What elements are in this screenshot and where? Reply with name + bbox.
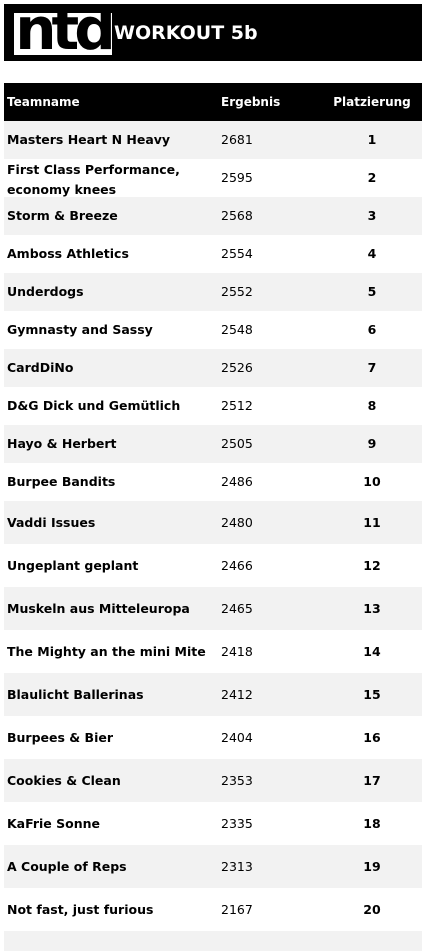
- cell-ergebnis: 2486: [221, 474, 253, 489]
- column-header-ergebnis: Ergebnis: [221, 95, 281, 109]
- cell-ergebnis: 2512: [221, 398, 253, 413]
- cell-platzierung: 18: [363, 815, 381, 831]
- table-row: Cookies & Clean 2353 17: [4, 759, 422, 802]
- cell-teamname: Burpees & Bier: [7, 729, 113, 745]
- cell-ergebnis: 2595: [221, 170, 253, 185]
- table-row: Hayo & Herbert 2505 9: [4, 425, 422, 463]
- table-body: Masters Heart N Heavy 2681 1 First Class Pe…: [4, 121, 422, 951]
- cell-teamname: Not fast, just furious: [7, 901, 154, 917]
- page-title: WORKOUT 5b: [114, 22, 258, 44]
- cell-platzierung: 19: [363, 858, 381, 874]
- cell-ergebnis: 2412: [221, 686, 253, 702]
- cell-teamname: Amboss Athletics: [7, 246, 129, 261]
- cell-ergebnis: 2335: [221, 815, 253, 831]
- table-row: Burpee Bandits 2486 10: [4, 463, 422, 501]
- logo-text: ntd: [15, 0, 116, 63]
- cell-platzierung: 6: [367, 322, 377, 337]
- cell-ergebnis: 2167: [221, 901, 253, 917]
- table-row: Muskeln aus Mitteleuropa 2465 13: [4, 587, 422, 630]
- cell-ergebnis: 2480: [221, 514, 253, 530]
- cell-ergebnis: 2554: [221, 246, 253, 261]
- cell-ergebnis: 2404: [221, 729, 253, 745]
- cell-platzierung: 3: [367, 208, 377, 223]
- table-row: KaFrie Sonne 2335 18: [4, 802, 422, 845]
- table-row: A Couple of Reps 2313 19: [4, 845, 422, 888]
- cell-teamname: The Mighty an the mini Mite: [7, 643, 206, 659]
- cell-platzierung: 15: [363, 686, 381, 702]
- cell-teamname: D&G Dick und Gemütlich: [7, 398, 181, 413]
- table-row: D&G Dick und Gemütlich 2512 8: [4, 387, 422, 425]
- table-row: First Class Performance, economy knees 25…: [4, 159, 422, 197]
- table-row: Burpees & Bier 2404 16: [4, 716, 422, 759]
- cell-ergebnis: 2526: [221, 360, 253, 375]
- cell-teamname: Masters Heart N Heavy: [7, 132, 171, 147]
- cell-teamname: Muskeln aus Mitteleuropa: [7, 600, 190, 616]
- ntd-logo: ntd: [14, 0, 116, 59]
- cell-platzierung: 12: [363, 557, 381, 573]
- cell-ergebnis: 2313: [221, 858, 253, 874]
- cell-ergebnis: 2548: [221, 322, 253, 337]
- cell-ergebnis: 2465: [221, 600, 253, 616]
- table-row: Storm & Breeze 2568 3: [4, 197, 422, 235]
- cell-teamname: Storm & Breeze: [7, 208, 118, 223]
- column-header-platzierung: Platzierung: [333, 95, 411, 109]
- cell-ergebnis: 2568: [221, 208, 253, 223]
- cell-platzierung: 10: [363, 474, 381, 489]
- table-row: Vaddi Issues 2480 11: [4, 501, 422, 544]
- cell-ergebnis: 2552: [221, 284, 253, 299]
- table-row: Ungeplant geplant 2466 12: [4, 544, 422, 587]
- cell-teamname: First Class Performance, economy knees: [7, 162, 180, 197]
- table-row: Underdogs 2552 5: [4, 273, 422, 311]
- cell-platzierung: 4: [367, 246, 377, 261]
- cell-teamname: Blaulicht Ballerinas: [7, 686, 144, 702]
- cell-teamname: CardDiNo: [7, 360, 74, 375]
- cell-ergebnis: 2505: [221, 436, 253, 451]
- cell-platzierung: 16: [363, 729, 381, 745]
- cell-ergebnis: 2418: [221, 643, 253, 659]
- results-table: Teamname Ergebnis Platzierung Masters He…: [4, 83, 422, 951]
- cell-platzierung: 2: [367, 170, 377, 185]
- cell-platzierung: 9: [367, 436, 377, 451]
- cell-ergebnis: 2353: [221, 772, 253, 788]
- cell-teamname: KaFrie Sonne: [7, 815, 101, 831]
- cell-teamname: Hayo & Herbert: [7, 436, 117, 451]
- table-row: Masters Heart N Heavy 2681 1: [4, 121, 422, 159]
- cell-teamname: A Couple of Reps: [7, 858, 127, 874]
- cell-teamname: Underdogs: [7, 284, 84, 299]
- cell-platzierung: 20: [363, 901, 381, 917]
- cell-platzierung: 8: [367, 398, 377, 413]
- table-row: Amboss Athletics 2554 4: [4, 235, 422, 273]
- cell-teamname: Burpee Bandits: [7, 474, 116, 489]
- cell-ergebnis: 2681: [221, 132, 253, 147]
- cell-platzierung: 13: [363, 600, 381, 616]
- cell-teamname: Vaddi Issues: [7, 514, 96, 530]
- table-row-partial: [4, 931, 422, 951]
- table-row: Not fast, just furious 2167 20: [4, 888, 422, 931]
- cell-ergebnis: 2466: [221, 557, 253, 573]
- cell-platzierung: 7: [367, 360, 377, 375]
- table-header: Teamname Ergebnis Platzierung: [4, 83, 422, 121]
- cell-teamname: Gymnasty and Sassy: [7, 322, 153, 337]
- table-row: Blaulicht Ballerinas 2412 15: [4, 673, 422, 716]
- column-header-teamname: Teamname: [7, 95, 80, 109]
- cell-platzierung: 1: [367, 132, 377, 147]
- table-row: The Mighty an the mini Mite 2418 14: [4, 630, 422, 673]
- cell-teamname: Cookies & Clean: [7, 772, 121, 788]
- cell-platzierung: 14: [363, 643, 381, 659]
- cell-platzierung: 17: [363, 772, 381, 788]
- page-header: ntd WORKOUT 5b: [4, 0, 422, 61]
- cell-platzierung: 11: [363, 514, 381, 530]
- table-row: CardDiNo 2526 7: [4, 349, 422, 387]
- cell-teamname: Ungeplant geplant: [7, 557, 139, 573]
- cell-platzierung: 5: [367, 284, 377, 299]
- table-row: Gymnasty and Sassy 2548 6: [4, 311, 422, 349]
